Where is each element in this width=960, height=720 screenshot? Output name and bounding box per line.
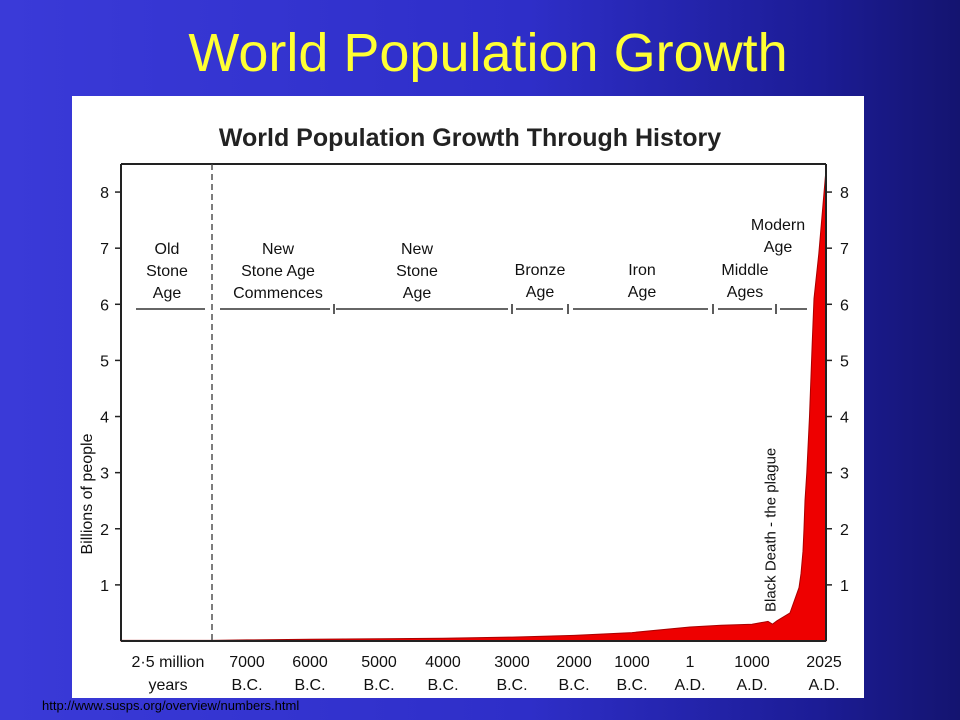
y-tick-label-right: 1: [840, 578, 849, 595]
x-tick-label: 2025: [806, 654, 842, 671]
era-label: Stone: [396, 263, 438, 280]
x-tick-label: B.C.: [616, 677, 647, 694]
era-label: Age: [628, 284, 657, 301]
x-tick-label: B.C.: [558, 677, 589, 694]
era-label: Modern: [751, 217, 805, 234]
era-label: Age: [153, 285, 182, 302]
x-tick-label: B.C.: [294, 677, 325, 694]
era-label: Stone Age: [241, 263, 315, 280]
x-tick-label: B.C.: [427, 677, 458, 694]
y-tick-label-left: 7: [100, 241, 109, 258]
era-label: Commences: [233, 285, 323, 302]
era-label: Old: [155, 241, 180, 258]
era-label: Age: [764, 239, 793, 256]
x-tick-label: 4000: [425, 654, 461, 671]
x-tick-label: years: [148, 677, 187, 694]
y-tick-label-left: 3: [100, 466, 109, 483]
population-area: [120, 169, 827, 642]
y-tick-label-left: 6: [100, 297, 109, 314]
era-label: Ages: [727, 284, 763, 301]
era-label: Iron: [628, 262, 656, 279]
era-label: Age: [526, 284, 555, 301]
y-tick-label-right: 8: [840, 185, 849, 202]
x-tick-label: 2·5 million: [132, 654, 205, 671]
y-tick-label-right: 6: [840, 297, 849, 314]
y-tick-label-right: 4: [840, 410, 849, 427]
y-tick-label-left: 2: [100, 522, 109, 539]
x-tick-label: 3000: [494, 654, 530, 671]
chart-panel: World Population Growth Through History …: [72, 96, 864, 698]
x-tick-label: 1: [686, 654, 695, 671]
x-tick-label: 7000: [229, 654, 265, 671]
era-label: New: [262, 241, 294, 258]
era-label: Middle: [721, 262, 768, 279]
era-label: Age: [403, 285, 432, 302]
era-label: Bronze: [515, 262, 566, 279]
era-label: New: [401, 241, 433, 258]
y-tick-label-left: 5: [100, 353, 109, 370]
x-tick-label: B.C.: [496, 677, 527, 694]
y-tick-label-right: 3: [840, 466, 849, 483]
y-axis-label: Billions of people: [79, 433, 96, 554]
y-tick-label-left: 1: [100, 578, 109, 595]
era-label: Stone: [146, 263, 188, 280]
x-tick-label: A.D.: [674, 677, 705, 694]
y-tick-label-left: 8: [100, 185, 109, 202]
chart-title: World Population Growth Through History: [219, 124, 721, 152]
x-tick-label: B.C.: [231, 677, 262, 694]
population-chart: World Population Growth Through History …: [79, 124, 849, 694]
black-death-annotation: Black Death - the plague: [763, 448, 780, 612]
x-tick-label: 1000: [734, 654, 770, 671]
y-tick-label-left: 4: [100, 410, 109, 427]
x-tick-label: B.C.: [363, 677, 394, 694]
x-tick-label: 6000: [292, 654, 328, 671]
x-tick-label: 5000: [361, 654, 397, 671]
source-url[interactable]: http://www.susps.org/overview/numbers.ht…: [42, 698, 300, 713]
slide-title: World Population Growth: [188, 23, 788, 83]
x-tick-label: 2000: [556, 654, 592, 671]
y-tick-label-right: 5: [840, 353, 849, 370]
x-tick-label: A.D.: [736, 677, 767, 694]
y-tick-label-right: 7: [840, 241, 849, 258]
x-tick-label: 1000: [614, 654, 650, 671]
x-tick-label: A.D.: [808, 677, 839, 694]
y-tick-label-right: 2: [840, 522, 849, 539]
